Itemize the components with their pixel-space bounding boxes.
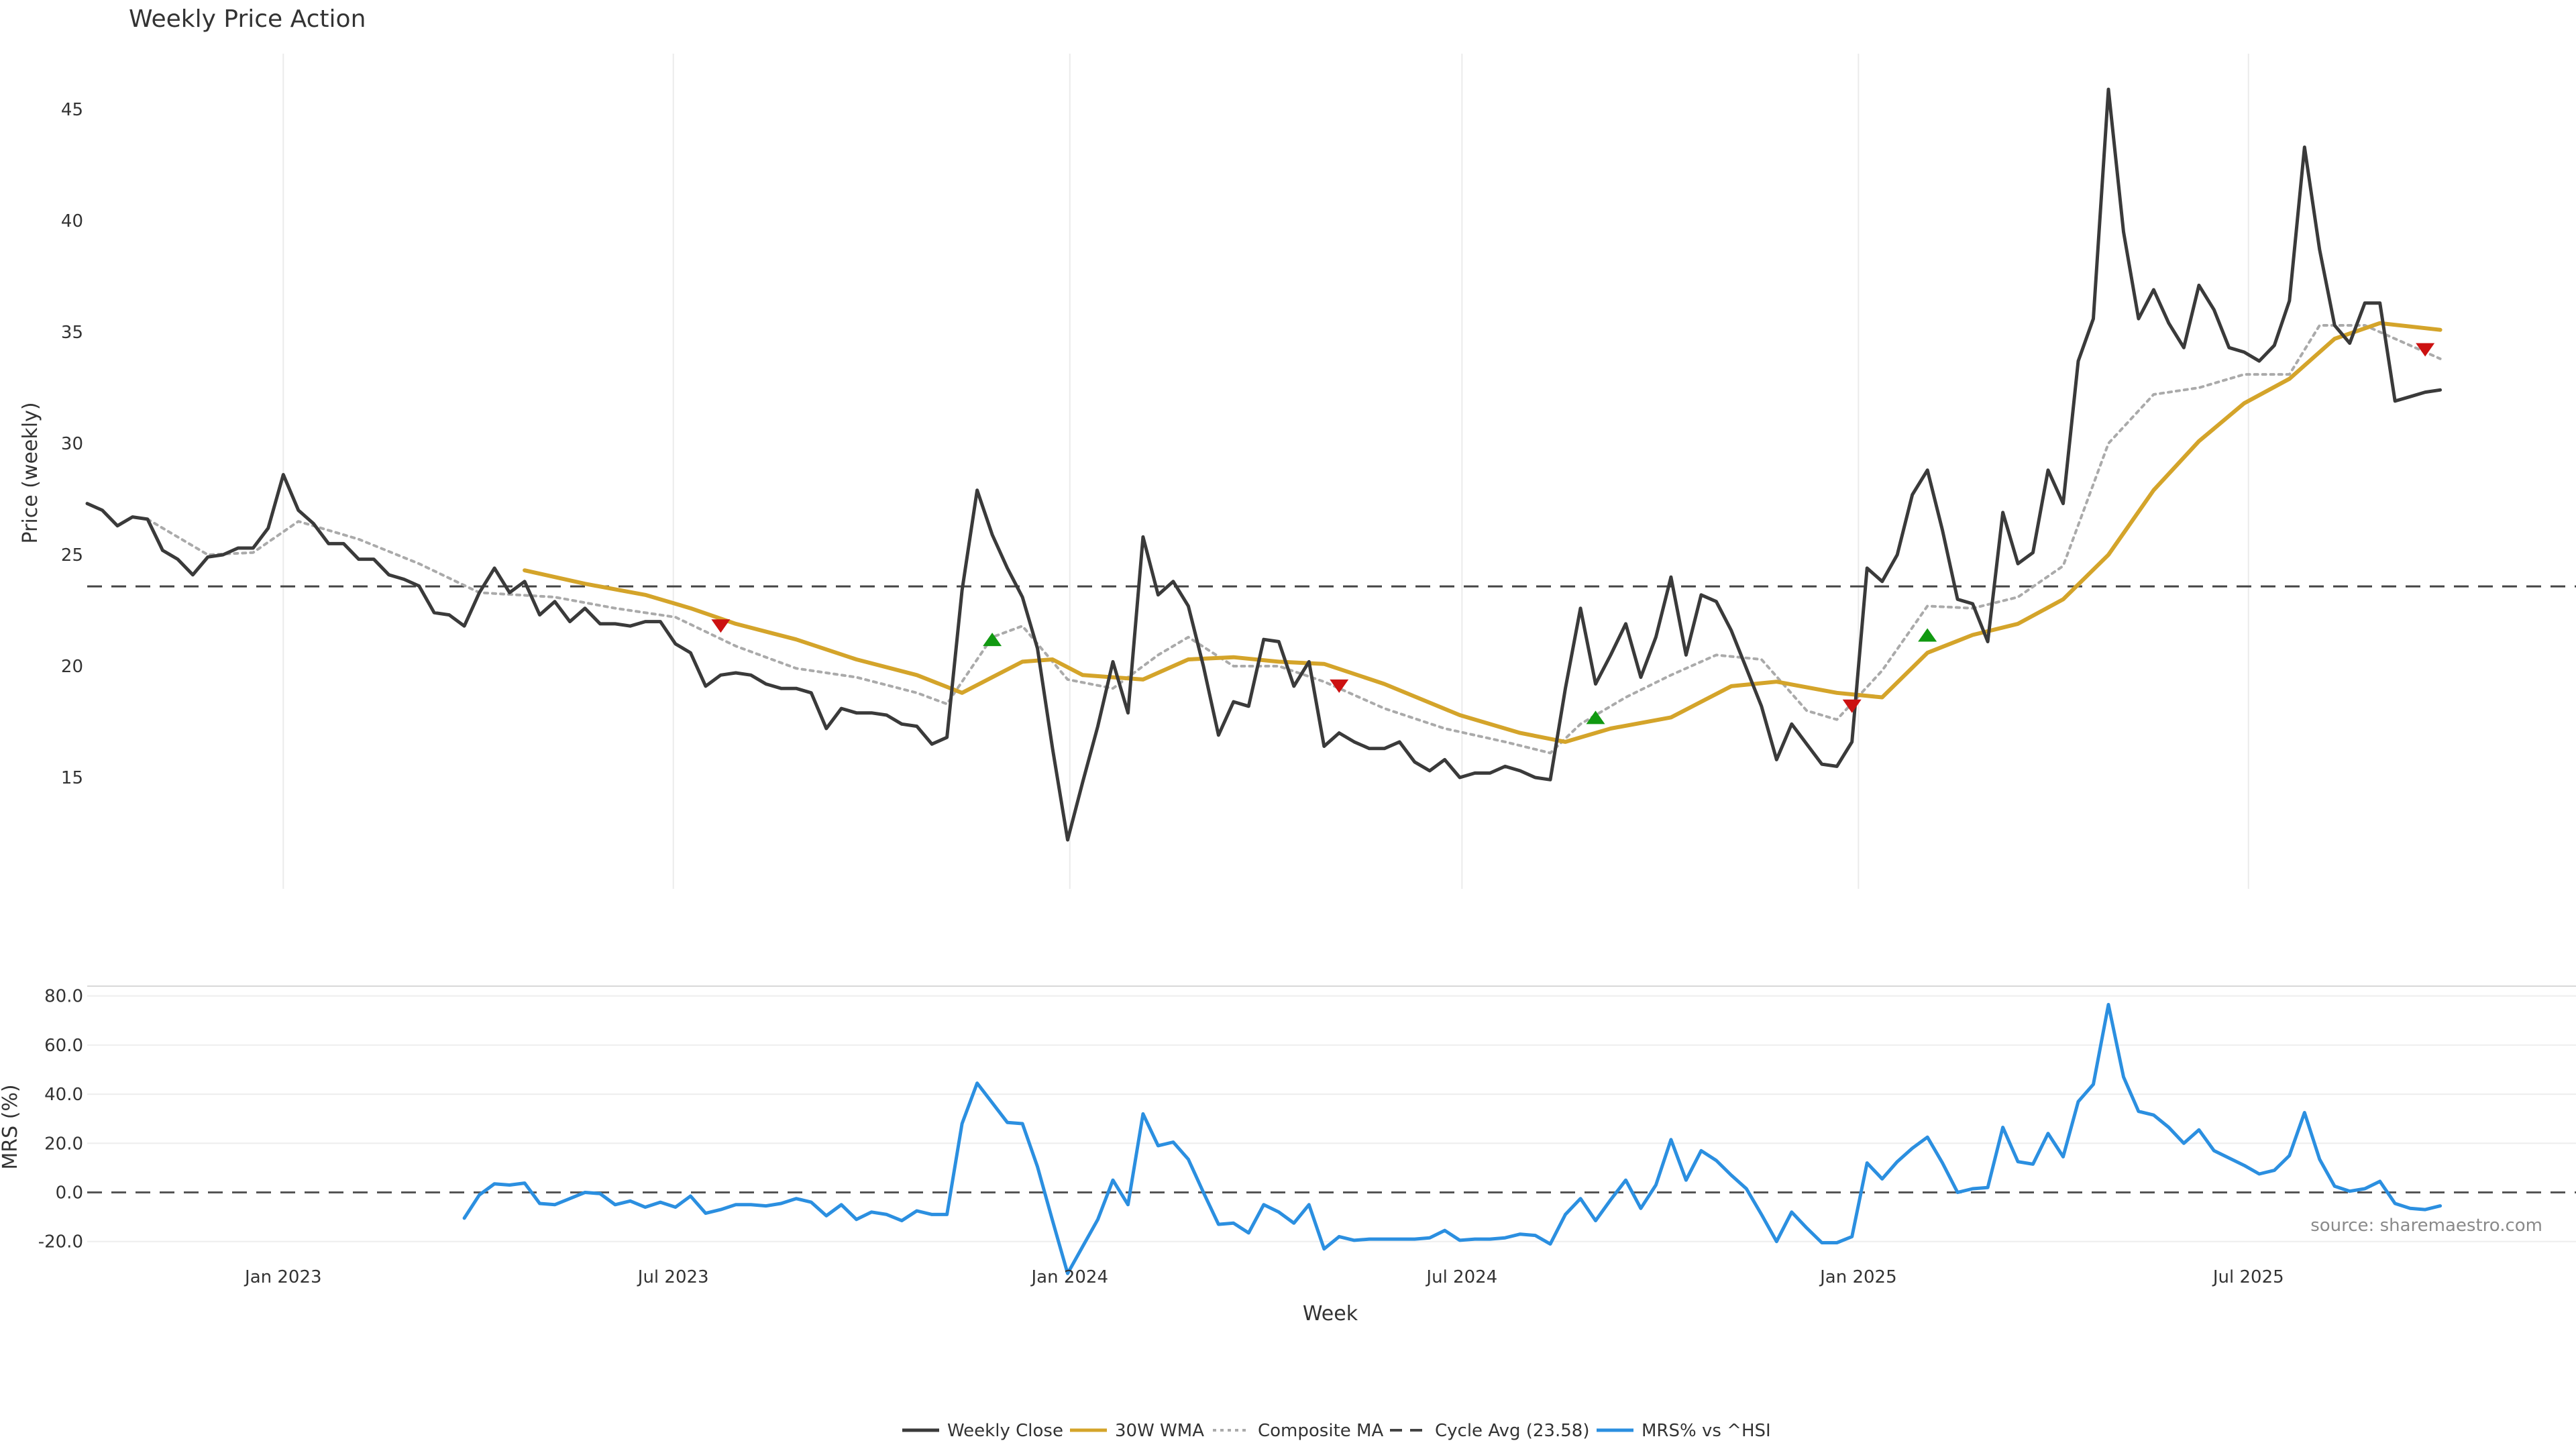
mrs-y-tick-label: 40.0: [44, 1085, 83, 1105]
price-y-tick-label: 45: [61, 100, 83, 120]
tick-labels: 15 20 25 30 35 40 45 -20.0 0.0 20.0 40.0 60.0 80.0 Ja…: [38, 100, 2284, 1287]
mrs-y-tick-label: 20.0: [44, 1134, 83, 1154]
buy-signal-marker: [1586, 710, 1605, 724]
mrs-y-tick-label: 0.0: [56, 1183, 83, 1203]
source-note: source: sharemaestro.com: [2310, 1216, 2542, 1236]
sell-signal-marker: [1842, 699, 1862, 713]
legend-item-mrs: MRS% vs ^HSI: [1597, 1421, 1771, 1441]
chart-title: Weekly Price Action: [129, 5, 366, 33]
sell-signal-marker: [1330, 679, 1349, 693]
legend-item-cycle-avg: Cycle Avg (23.58): [1390, 1421, 1589, 1441]
legend-item-weekly-close: Weekly Close: [902, 1421, 1063, 1441]
sell-signal-marker: [2416, 343, 2435, 357]
price-y-tick-label: 25: [61, 545, 83, 566]
mrs-y-tick-label: -20.0: [38, 1232, 83, 1252]
buy-signal-marker: [983, 633, 1002, 647]
svg-text:30W WMA: 30W WMA: [1115, 1421, 1204, 1441]
sell-signal-marker: [711, 619, 731, 633]
x-axis-label: Week: [1303, 1302, 1358, 1326]
price-axis-label: Price (weekly): [19, 402, 42, 543]
price-y-tick-label: 40: [61, 211, 83, 231]
price-y-tick-label: 20: [61, 657, 83, 677]
price-y-tick-label: 15: [61, 768, 83, 788]
svg-text:MRS% vs ^HSI: MRS% vs ^HSI: [1642, 1421, 1771, 1441]
svg-text:Cycle Avg (23.58): Cycle Avg (23.58): [1435, 1421, 1589, 1441]
x-tick-label: Jul 2025: [2212, 1267, 2284, 1287]
legend: Weekly Close 30W WMA Composite MA Cycle …: [902, 1421, 1771, 1441]
x-tick-label: Jul 2024: [1425, 1267, 1497, 1287]
series-composite-ma: [146, 324, 2442, 755]
svg-text:Composite MA: Composite MA: [1258, 1421, 1383, 1441]
x-tick-label: Jul 2023: [637, 1267, 709, 1287]
buy-signal-marker: [1918, 628, 1937, 642]
svg-text:Weekly Close: Weekly Close: [947, 1421, 1063, 1441]
legend-item-composite-ma: Composite MA: [1213, 1421, 1383, 1441]
series-weekly-close: [85, 87, 2443, 842]
x-tick-label: Jan 2025: [1819, 1267, 1897, 1287]
series-mrs-vs-hsi: [462, 1003, 2443, 1275]
price-y-tick-label: 35: [61, 323, 83, 343]
signal-markers: [711, 343, 2435, 724]
x-tick-label: Jan 2024: [1030, 1267, 1108, 1287]
mrs-axis-label: MRS (%): [0, 1084, 22, 1169]
mrs-y-tick-label: 60.0: [44, 1036, 83, 1056]
mrs-y-tick-label: 80.0: [44, 987, 83, 1007]
x-tick-label: Jan 2023: [244, 1267, 322, 1287]
series-layer: [85, 87, 2443, 1275]
series-30w-wma: [523, 321, 2443, 744]
price-y-tick-label: 30: [61, 434, 83, 454]
reference-lines: [87, 585, 2576, 1193]
legend-item-30w-wma: 30W WMA: [1070, 1421, 1204, 1441]
grid-layer: [87, 54, 2576, 1242]
